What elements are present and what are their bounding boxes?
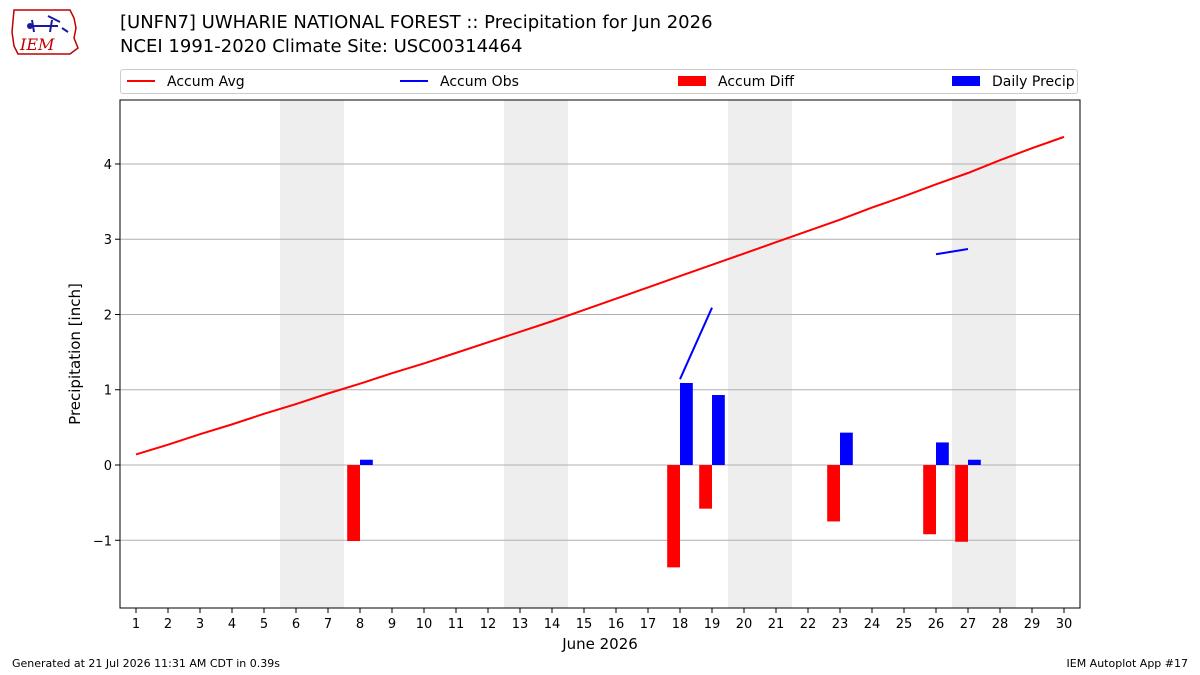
app-label: IEM Autoplot App #17 [1066,657,1189,670]
chart-subtitle: NCEI 1991-2020 Climate Site: USC00314464 [120,36,523,57]
legend-item-daily-precip: Daily Precip [952,74,1075,90]
x-axis-label: June 2026 [561,635,638,653]
legend-swatch-accum-diff [678,76,706,86]
x-tick-label: 3 [196,617,204,632]
accum-diff-bar [667,465,680,568]
x-tick-label: 11 [448,617,465,632]
legend-swatch-accum-obs [400,80,428,82]
weekend-shade [504,100,568,608]
chart-title: [UNFN7] UWHARIE NATIONAL FOREST :: Preci… [120,12,713,33]
daily-precip-bar [968,459,981,466]
x-tick-label: 2 [164,617,172,632]
y-tick-label: 0 [104,459,112,474]
weekend-shade [280,100,344,608]
legend-item-accum-avg: Accum Avg [127,74,245,90]
accum-diff-bar [347,465,360,542]
legend: Accum Avg Accum Obs Accum Diff Daily Pre… [120,69,1078,94]
x-tick-label: 18 [672,617,689,632]
weekend-shade [728,100,792,608]
x-tick-label: 28 [992,617,1009,632]
x-tick-label: 14 [544,617,561,632]
x-tick-label: 24 [864,617,881,632]
y-tick-label: 4 [104,158,112,173]
accum-diff-bar [827,465,840,522]
x-tick-label: 15 [576,617,593,632]
iem-logo: IEM [11,9,79,55]
generated-timestamp: Generated at 21 Jul 2026 11:31 AM CDT in… [12,657,280,670]
accum-obs-line [679,307,713,380]
x-tick-label: 27 [960,617,977,632]
y-axis-label: Precipitation [inch] [66,283,84,425]
x-tick-label: 17 [640,617,657,632]
x-tick-label: 5 [260,617,268,632]
x-tick-label: 7 [324,617,332,632]
x-tick-label: 13 [512,617,529,632]
legend-label-daily-precip: Daily Precip [992,74,1075,90]
legend-item-accum-obs: Accum Obs [400,74,519,90]
legend-swatch-accum-avg [127,80,155,82]
legend-item-accum-diff: Accum Diff [678,74,794,90]
x-tick-label: 9 [388,617,396,632]
x-tick-label: 30 [1056,617,1073,632]
x-tick-label: 23 [832,617,849,632]
x-tick-label: 12 [480,617,497,632]
daily-precip-bar [936,442,949,466]
x-tick-label: 26 [928,617,945,632]
accum-diff-bar [923,465,936,535]
svg-text:IEM: IEM [19,35,55,54]
x-tick-label: 4 [228,617,236,632]
y-tick-label: 2 [104,308,112,323]
legend-label-accum-diff: Accum Diff [718,74,795,90]
y-tick-label: 1 [104,384,112,399]
daily-precip-bar [360,459,373,466]
accum-diff-bar [699,465,712,509]
legend-label-accum-avg: Accum Avg [167,74,245,90]
x-tick-label: 1 [132,617,140,632]
x-tick-label: 6 [292,617,300,632]
x-tick-label: 20 [736,617,753,632]
accum-obs-line [935,248,969,256]
x-tick-label: 25 [896,617,913,632]
accum-diff-bar [955,465,968,542]
y-tick-label: −1 [93,534,112,549]
x-tick-label: 21 [768,617,785,632]
daily-precip-bar [712,395,725,466]
daily-precip-bar [680,382,693,466]
x-tick-label: 16 [608,617,625,632]
x-tick-label: 10 [416,617,433,632]
x-tick-label: 8 [356,617,364,632]
accum-avg-line [135,135,1065,456]
legend-label-accum-obs: Accum Obs [440,74,519,90]
legend-swatch-daily-precip [952,76,980,86]
daily-precip-bar [840,432,853,466]
x-tick-label: 29 [1024,617,1041,632]
plot-frame [119,99,1081,609]
x-tick-label: 22 [800,617,817,632]
y-tick-label: 3 [104,233,112,248]
x-tick-label: 19 [704,617,721,632]
